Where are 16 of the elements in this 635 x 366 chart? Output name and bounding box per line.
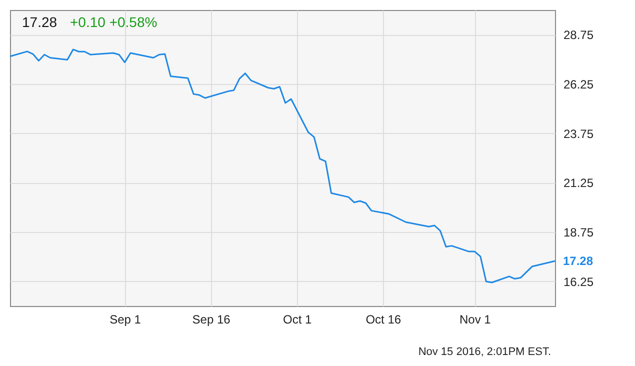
line-series	[9, 48, 556, 284]
annotation: 17.28	[563, 254, 594, 268]
x-tick-label: Oct 1	[283, 312, 312, 326]
x-tick-label: Oct 16	[366, 312, 402, 326]
chart-title: 17.28	[22, 14, 58, 30]
y-tick-label: 28.75	[564, 28, 594, 42]
y-tick-label: 16.25	[564, 274, 594, 289]
y-tick-label: 21.25	[564, 176, 594, 190]
chart-subtitle: +0.10 +0.58%	[70, 14, 158, 30]
text: Nov 15 2016, 2:01PM EST.	[418, 346, 551, 358]
x-tick-label: Sep 16	[192, 312, 231, 326]
y-tick-label: 26.25	[564, 78, 594, 92]
x-tick-label: Nov 1	[460, 312, 492, 326]
y-tick-label: 18.75	[564, 226, 594, 240]
y-tick-label: 23.75	[564, 126, 594, 141]
x-tick-label: Sep 1	[110, 312, 142, 326]
